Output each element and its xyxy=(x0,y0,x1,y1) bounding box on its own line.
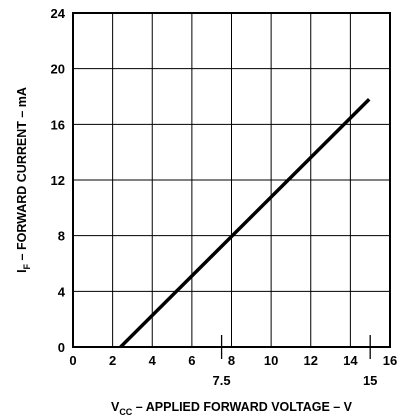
y-axis-title: IF – FORWARD CURRENT – mA xyxy=(15,87,32,273)
series-line xyxy=(119,98,371,349)
y-tick-label: 16 xyxy=(51,117,65,132)
y-tick-label: 20 xyxy=(51,62,65,77)
plot-frame xyxy=(72,12,391,348)
x-axis-title: VCC – APPLIED FORWARD VOLTAGE – V xyxy=(111,400,353,417)
y-tick-label: 4 xyxy=(58,284,66,299)
x-tick-label: 6 xyxy=(188,353,195,368)
y-tick-label: 0 xyxy=(58,340,65,355)
extra-x-tick-label: 7.5 xyxy=(213,373,231,388)
x-tick-label: 2 xyxy=(109,353,116,368)
x-tick-label: 8 xyxy=(228,353,235,368)
series xyxy=(119,98,371,349)
x-tick-label: 4 xyxy=(149,353,157,368)
x-tick-label: 16 xyxy=(383,353,397,368)
x-tick-label: 10 xyxy=(264,353,278,368)
x-tick-labels: 0 2 4 6 8 10 12 14 16 xyxy=(69,353,397,368)
extra-x-ticks: 7.5 15 xyxy=(213,335,377,388)
grid xyxy=(73,13,390,347)
x-tick-label: 0 xyxy=(69,353,76,368)
y-tick-label: 8 xyxy=(58,229,65,244)
y-tick-label: 24 xyxy=(51,6,66,21)
y-axis-title-main: I xyxy=(15,269,29,272)
y-axis-title-sub: F xyxy=(22,263,32,269)
x-axis-title-main: V xyxy=(111,400,120,414)
extra-x-tick-label: 15 xyxy=(363,373,377,388)
x-tick-label: 14 xyxy=(343,353,358,368)
x-axis-title-sub: CC xyxy=(119,407,132,417)
x-tick-label: 12 xyxy=(304,353,318,368)
y-axis-title-rest: – FORWARD CURRENT – mA xyxy=(15,87,29,264)
x-axis-title-rest: – APPLIED FORWARD VOLTAGE – V xyxy=(132,400,352,414)
y-tick-labels: 0 4 8 12 16 20 24 xyxy=(51,6,66,355)
y-tick-label: 12 xyxy=(51,173,65,188)
